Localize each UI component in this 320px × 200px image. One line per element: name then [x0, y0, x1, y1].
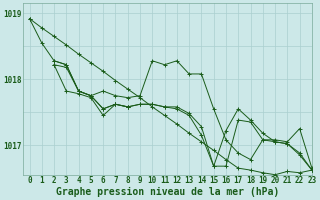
X-axis label: Graphe pression niveau de la mer (hPa): Graphe pression niveau de la mer (hPa) — [56, 186, 279, 197]
